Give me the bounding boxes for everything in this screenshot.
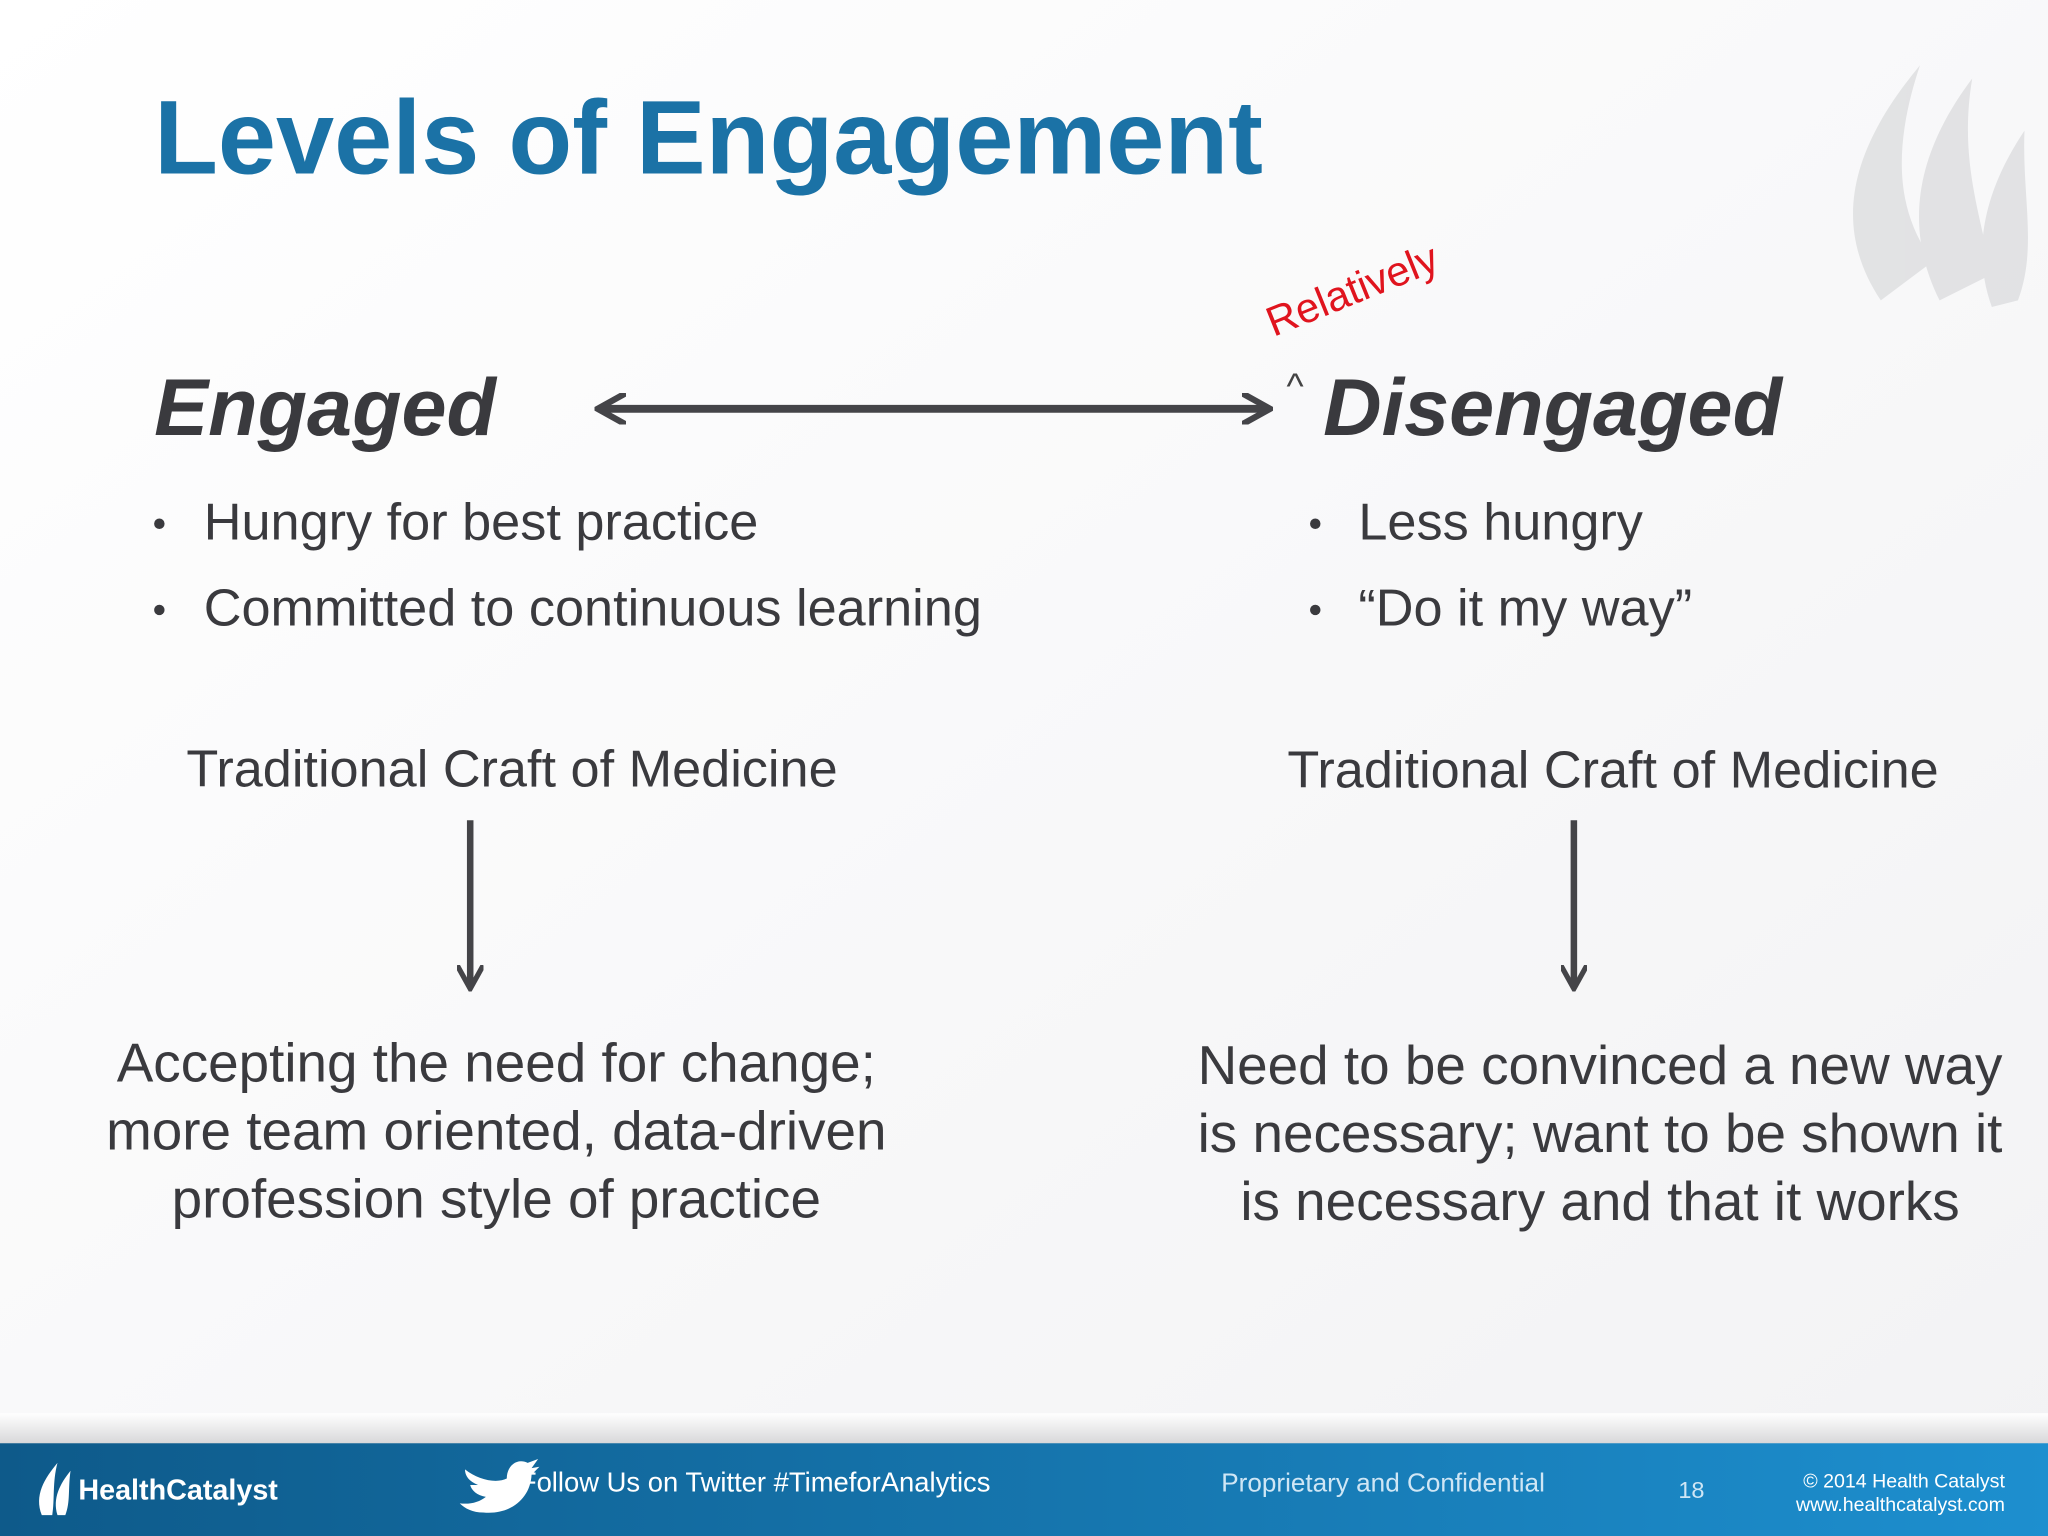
heading: Disengaged xyxy=(1323,363,1783,453)
page-number: 18 xyxy=(1678,1477,1704,1503)
bullet-text: “Do it my way” xyxy=(1358,580,1692,638)
footer-shadow xyxy=(0,1413,2048,1445)
heading: Engaged xyxy=(154,363,497,453)
source-label: Traditional Craft of Medicine xyxy=(186,740,837,798)
flame-logo xyxy=(1853,65,2028,307)
bullet-dot xyxy=(1310,604,1321,616)
footer-confidential: Proprietary and Confidential xyxy=(1221,1468,1545,1498)
bullet-dot xyxy=(154,518,165,529)
bullet-text: Committed to continuous learning xyxy=(204,580,982,638)
footer-band xyxy=(0,1443,2048,1536)
footer-logo: HealthCatalyst xyxy=(78,1474,278,1506)
insert-mark: ^ xyxy=(1287,365,1304,406)
bullet-dot xyxy=(1310,518,1321,529)
result-line: more team oriented, data-driven xyxy=(106,1099,886,1161)
twitter-icon xyxy=(459,1458,540,1513)
bullet-dot xyxy=(154,604,165,616)
result-line: is necessary; want to be shown it xyxy=(1198,1102,2003,1164)
footer-copyright: © 2014 Health Catalyst xyxy=(1803,1471,2005,1493)
result-line: Accepting the need for change; xyxy=(117,1031,876,1093)
logo-mark xyxy=(39,1462,71,1516)
footer-twitter: Follow Us on Twitter #TimeforAnalytics xyxy=(520,1467,991,1498)
footer-website: www.healthcatalyst.com xyxy=(1795,1494,2005,1516)
source-label: Traditional Craft of Medicine xyxy=(1287,742,1938,800)
bullet-text: Less hungry xyxy=(1358,493,1643,551)
result-line: Need to be convinced a new way xyxy=(1198,1034,2003,1096)
result-line: is necessary and that it works xyxy=(1240,1170,1959,1232)
bullet-text: Hungry for best practice xyxy=(204,493,759,551)
result-line: profession style of practice xyxy=(172,1167,821,1229)
title: Levels of Engagement xyxy=(154,80,1263,197)
